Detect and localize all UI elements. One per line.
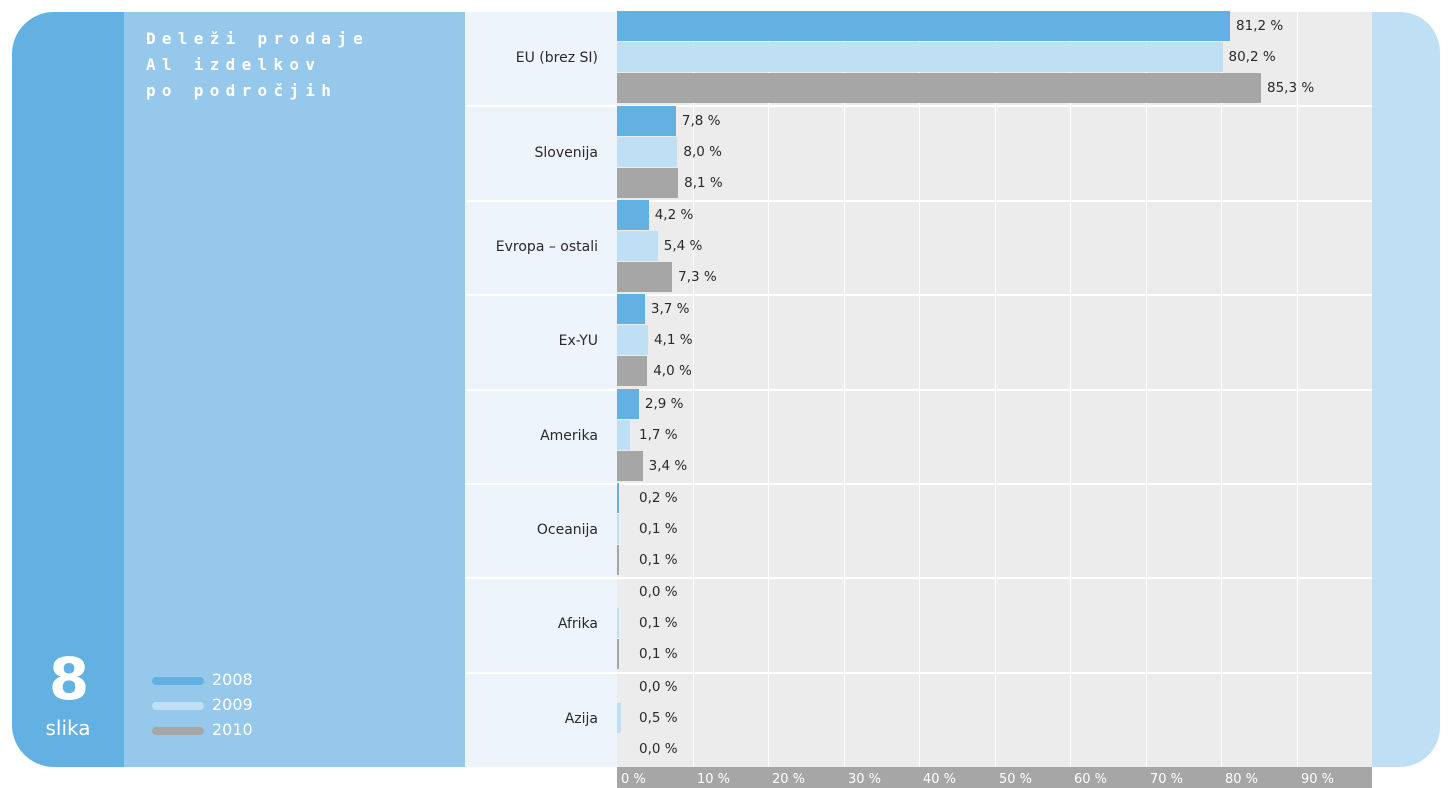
- x-tick-label: 80 %: [1225, 772, 1259, 787]
- bar-2009: [617, 325, 648, 356]
- x-tick-label: 70 %: [1150, 772, 1184, 787]
- bar-2010: [617, 450, 643, 481]
- group-separator: [465, 577, 1372, 579]
- figure-number: 8: [48, 645, 90, 713]
- value-label: 8,1 %: [684, 174, 723, 191]
- category-label: Slovenija: [534, 144, 598, 161]
- figure-word: slika: [45, 716, 91, 740]
- bar-2009: [617, 514, 619, 545]
- value-label: 85,3 %: [1267, 80, 1315, 97]
- value-label: 7,3 %: [678, 268, 717, 285]
- bar-2010: [617, 356, 648, 387]
- x-tick-label: 10 %: [697, 772, 731, 787]
- group-separator: [465, 200, 1372, 202]
- bar-2008: [617, 388, 639, 419]
- value-label: 3,7 %: [650, 301, 690, 318]
- category-label: Ex-YU: [558, 333, 598, 350]
- value-label: 0,1 %: [639, 646, 678, 663]
- bar-2009: [617, 419, 630, 450]
- legend-swatch: [152, 727, 204, 735]
- value-label: 8,0 %: [683, 143, 722, 160]
- value-label: 4,1 %: [653, 332, 693, 349]
- bar-2010: [617, 167, 679, 198]
- bar-2009: [617, 42, 1223, 73]
- x-tick-label: 20 %: [772, 772, 806, 787]
- right-edge-strip: [1372, 12, 1440, 767]
- value-label: 0,0 %: [639, 584, 678, 601]
- value-label: 0,2 %: [639, 490, 678, 507]
- value-label: 7,8 %: [681, 112, 721, 129]
- category-label: Amerika: [540, 427, 598, 444]
- value-label: 0,0 %: [639, 740, 678, 757]
- group-separator: [465, 105, 1372, 107]
- value-label: 4,2 %: [654, 206, 694, 223]
- x-axis-strip: [617, 767, 1372, 788]
- bar-2009: [617, 608, 619, 639]
- legend-label: 2010: [212, 720, 253, 739]
- value-label: 0,5 %: [639, 709, 678, 726]
- bar-2010: [617, 545, 619, 576]
- bar-2010: [617, 73, 1261, 104]
- group-separator: [465, 294, 1372, 296]
- value-label: 0,0 %: [639, 678, 678, 695]
- bar-2008: [617, 105, 676, 136]
- value-label: 0,1 %: [639, 615, 678, 632]
- bar-2010: [617, 261, 673, 292]
- group-separator: [465, 389, 1372, 391]
- x-tick-label: 50 %: [999, 772, 1033, 787]
- category-label: EU (brez SI): [515, 50, 598, 67]
- bar-2008: [617, 483, 619, 514]
- value-label: 81,2 %: [1236, 18, 1284, 35]
- title-panel: [124, 12, 465, 767]
- value-label: 5,4 %: [663, 237, 703, 254]
- category-label: Oceanija: [536, 522, 598, 539]
- x-tick-label: 90 %: [1301, 772, 1335, 787]
- value-label: 0,1 %: [639, 552, 678, 569]
- x-tick-label: 40 %: [923, 772, 957, 787]
- bar-2009: [617, 230, 658, 261]
- x-tick-label: 60 %: [1074, 772, 1108, 787]
- value-label: 3,4 %: [648, 457, 688, 474]
- bar-2009: [617, 136, 678, 167]
- legend-swatch: [152, 677, 204, 685]
- figure-badge-strip: [12, 12, 124, 767]
- bar-2008: [617, 199, 649, 230]
- group-separator: [465, 672, 1372, 674]
- category-label: Evropa – ostali: [495, 238, 598, 255]
- value-label: 4,0 %: [653, 363, 692, 380]
- bar-2010: [617, 639, 619, 670]
- x-tick-label: 0 %: [621, 772, 646, 787]
- category-label: Azija: [564, 710, 598, 727]
- x-tick-label: 30 %: [848, 772, 882, 787]
- legend-label: 2008: [212, 670, 253, 689]
- category-label: Afrika: [557, 616, 598, 633]
- value-label: 2,9 %: [644, 395, 684, 412]
- bar-2009: [617, 702, 621, 733]
- value-label: 80,2 %: [1228, 49, 1276, 66]
- bar-2008: [617, 11, 1231, 42]
- chart-title: Deleži prodaje Al izdelkov po področjih: [146, 29, 370, 100]
- value-label: 1,7 %: [639, 426, 678, 443]
- bar-2008: [617, 294, 645, 325]
- legend-swatch: [152, 702, 204, 710]
- group-separator: [465, 483, 1372, 485]
- value-label: 0,1 %: [639, 521, 678, 538]
- legend-label: 2009: [212, 695, 253, 714]
